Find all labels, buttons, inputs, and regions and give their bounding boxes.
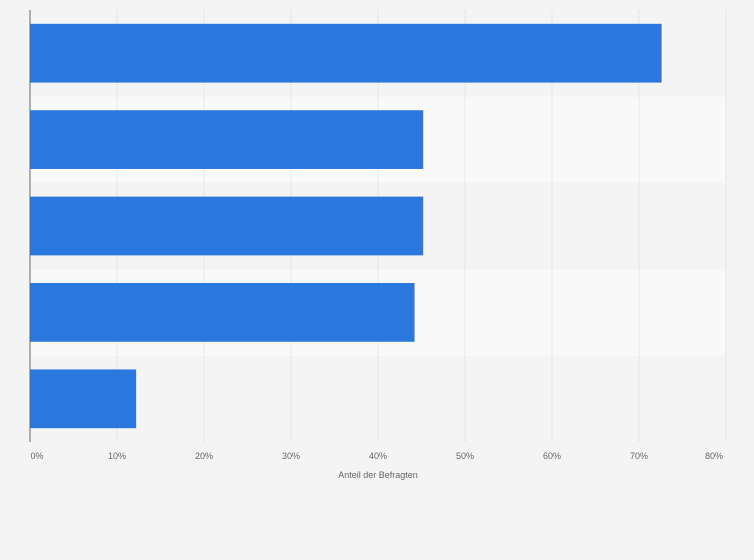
bar[interactable] <box>30 369 137 429</box>
bar[interactable] <box>30 283 415 342</box>
x-tick-label: 60% <box>543 451 561 461</box>
x-tick-label: 70% <box>630 451 648 461</box>
bar[interactable] <box>30 23 662 83</box>
x-tick-label: 40% <box>369 451 387 461</box>
bars <box>30 23 662 429</box>
x-tick-label: 80% <box>705 451 723 461</box>
bar[interactable] <box>30 196 424 256</box>
bar[interactable] <box>30 110 424 169</box>
x-axis-ticks: 0% 10% 20% 30% 40% 50% 60% 70% 80% <box>30 451 723 461</box>
x-tick-label: 0% <box>30 451 43 461</box>
x-tick-label: 20% <box>195 451 213 461</box>
x-tick-label: 30% <box>282 451 300 461</box>
x-axis-title: Anteil der Befragten <box>338 470 418 480</box>
x-tick-label: 50% <box>456 451 474 461</box>
x-tick-label: 10% <box>108 451 126 461</box>
